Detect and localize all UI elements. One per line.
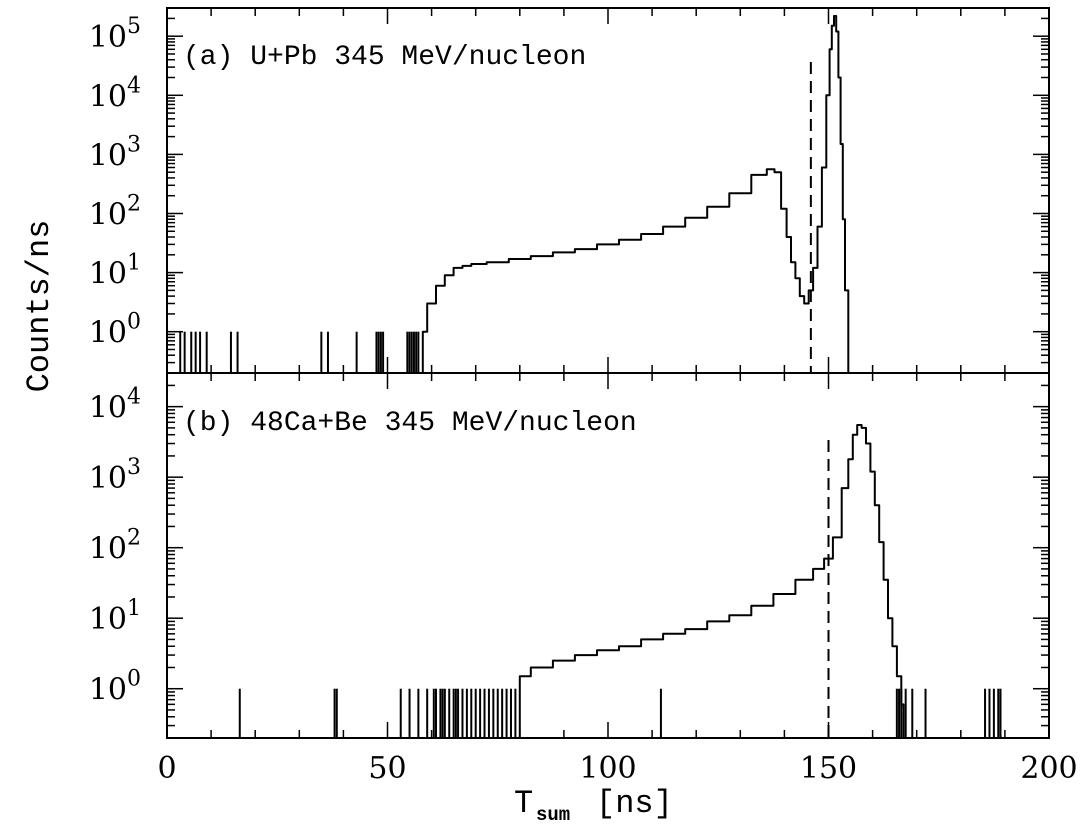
y-tick-label-base: 10 (89, 79, 127, 114)
panel-b-y-ticks (167, 372, 1049, 739)
y-tick-label: 101 (89, 251, 141, 292)
y-tick-label: 104 (89, 73, 141, 114)
y-tick-label: 104 (89, 385, 141, 426)
y-tick-label-base: 10 (89, 673, 127, 708)
y-tick-label-exponent: 4 (127, 385, 141, 410)
y-tick-label-exponent: 4 (127, 73, 141, 98)
panel-b-plot-area (238, 424, 1002, 738)
y-tick-label-exponent: 0 (127, 310, 141, 335)
y-tick-label: 105 (89, 14, 141, 55)
panel-a-label: (a) U+Pb 345 MeV/nucleon (183, 42, 586, 73)
x-tick-label: 0 (157, 751, 176, 786)
y-tick-label-exponent: 1 (127, 596, 141, 621)
y-tick-label-base: 10 (89, 20, 127, 55)
panel-b-label: (b) 48Ca+Be 345 MeV/nucleon (183, 408, 637, 439)
y-tick-label: 102 (89, 191, 141, 232)
spectrum-line (421, 15, 851, 374)
y-tick-label-exponent: 2 (127, 526, 141, 551)
panel-a-x-ticks (166, 8, 1050, 373)
y-tick-label: 100 (89, 667, 141, 708)
y-tick-label: 103 (89, 132, 141, 173)
y-tick-label-base: 10 (89, 602, 127, 637)
y-tick-label: 101 (89, 596, 141, 637)
spectrum-line (518, 424, 905, 738)
y-tick-label-base: 10 (89, 461, 127, 496)
x-tick-label: 100 (579, 751, 636, 786)
x-axis-label: T sum [ns] (514, 785, 673, 825)
y-tick-label-base: 10 (89, 257, 127, 292)
x-tick-labels: 0 50 100 150 200 (157, 751, 1077, 786)
x-axis-label-main: T (514, 785, 533, 822)
y-tick-label-base: 10 (89, 391, 127, 426)
y-tick-label-exponent: 5 (127, 14, 141, 39)
y-tick-label-base: 10 (89, 532, 127, 567)
y-tick-label: 103 (89, 455, 141, 496)
y-axis-label: Counts/ns (21, 220, 58, 393)
panel-a-plot-area (179, 15, 851, 374)
y-tick-label: 102 (89, 526, 141, 567)
x-axis-label-unit: [ns] (596, 785, 673, 822)
y-tick-label-base: 10 (89, 138, 127, 173)
x-tick-label: 50 (368, 751, 406, 786)
x-axis-label-subscript: sum (536, 804, 570, 825)
panel-a-y-ticks (167, 7, 1049, 374)
y-tick-label-base: 10 (89, 197, 127, 232)
y-tick-label-exponent: 2 (127, 191, 141, 216)
y-tick-label: 100 (89, 310, 141, 351)
x-tick-label: 150 (800, 751, 857, 786)
y-tick-label-exponent: 0 (127, 667, 141, 692)
y-tick-label-exponent: 3 (127, 132, 141, 157)
y-tick-label-exponent: 1 (127, 251, 141, 276)
y-tick-label-exponent: 3 (127, 455, 141, 480)
x-tick-label: 200 (1020, 751, 1077, 786)
y-tick-label-base: 10 (89, 316, 127, 351)
